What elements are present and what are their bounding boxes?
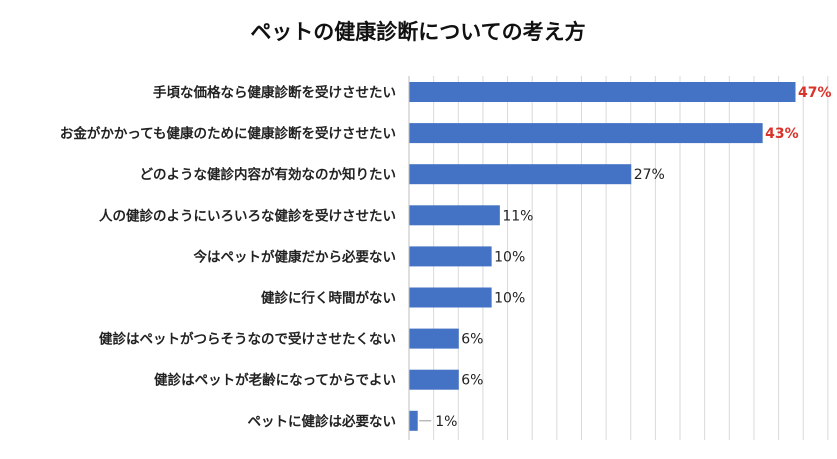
value-label: 6% [461, 332, 483, 348]
bar [409, 410, 418, 431]
value-label: 11% [502, 208, 533, 224]
value-label: 1% [435, 414, 457, 430]
category-label: 健診はペットがつらそうなので受けさせたくない [99, 331, 396, 348]
bar [409, 328, 459, 349]
bar [409, 246, 492, 267]
bars [409, 82, 796, 431]
bar [409, 369, 459, 390]
category-label: 手頃な価格なら健康診断を受けさせたい [153, 84, 396, 101]
value-label: 43% [765, 126, 799, 142]
category-label: ペットに健診は必要ない [248, 413, 397, 430]
bar [409, 82, 796, 102]
bar [409, 164, 632, 185]
value-label: 6% [461, 373, 483, 389]
bar [409, 287, 492, 308]
category-label: お金がかかっても健康のために健康診断を受けさせたい [60, 125, 396, 142]
labels: 手頃な価格なら健康診断を受けさせたい 47% お金がかかっても健康のために健康診断を… [60, 84, 832, 430]
value-label: 10% [494, 291, 525, 307]
value-label: 27% [634, 167, 665, 183]
category-label: どのような健診内容が有効なのか知りたい [140, 166, 397, 183]
category-label: 今はペットが健康だから必要ない [194, 248, 397, 265]
category-label: 健診はペットが老齢になってからでよい [154, 372, 396, 389]
value-label: 10% [494, 249, 525, 265]
category-label: 健診に行く時間がない [261, 290, 396, 307]
chart-title: ペットの健康診断についての考え方 [250, 20, 585, 44]
bar [409, 205, 500, 226]
category-label: 人の健診のようにいろいろな健診を受けさせたい [99, 207, 396, 224]
value-label: 47% [798, 85, 832, 101]
bar [409, 123, 763, 144]
